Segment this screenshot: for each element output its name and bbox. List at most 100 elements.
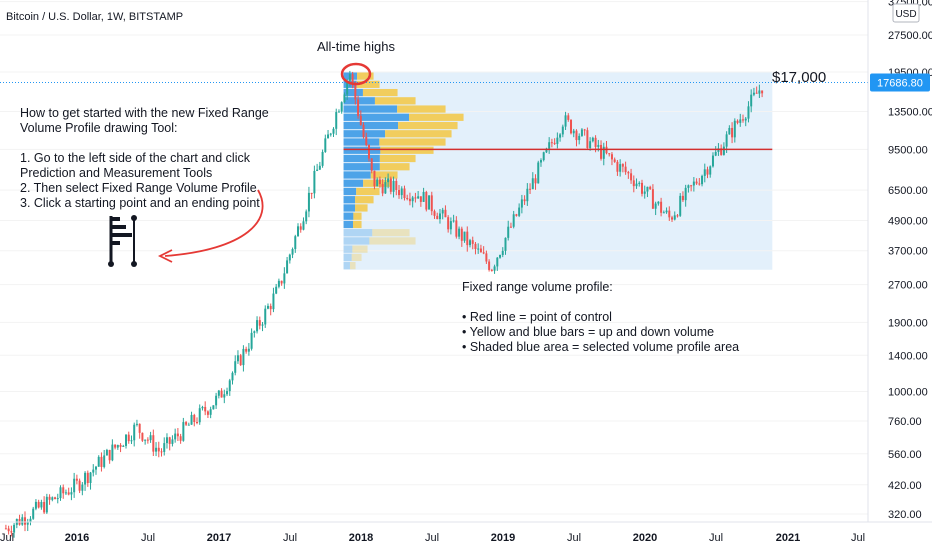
vp-up-bar [351,253,362,262]
legend-line [462,295,739,310]
candle-body [78,480,81,491]
candle-body [471,240,474,244]
candle-body [539,160,542,163]
time-axis[interactable]: Jul 2016 Jul 2017 Jul 2018 Jul 2019 Jul 2020 Jul 20… [0,521,932,544]
candle-body [531,178,534,190]
candle-body [591,137,594,142]
candle-body [97,456,100,467]
candle-body [288,254,291,261]
candle-body [621,164,624,167]
instruction-line: Prediction and Measurement Tools [20,166,213,180]
candle-body [209,409,212,415]
candle-body [59,487,62,499]
candle-body [482,252,485,254]
candle-body [165,437,168,444]
vp-up-bar [353,220,362,229]
candle-body [610,154,613,160]
candle-body [624,166,627,173]
chart-overlays [0,81,868,151]
y-tick-label: 1400.00 [888,350,928,362]
candle-body [340,102,343,112]
candle-body [253,331,256,333]
candle-body [7,528,10,532]
candle-body [556,137,559,144]
candle-body [485,253,488,262]
candle-body [100,456,103,467]
candle-body [220,390,223,398]
vp-up-bar [397,105,446,113]
candle-body [619,164,622,172]
candle-body [302,221,305,230]
candle-body [660,201,663,213]
candle-body [228,380,231,392]
vp-up-bar [357,72,374,80]
x-tick-label: 2020 [633,532,657,544]
candle-body [318,165,321,170]
candle-body [193,414,196,423]
y-tick-label: 560.00 [888,449,922,461]
candle-body [635,183,638,187]
candle-body [679,195,682,216]
x-tick-label: Jul [0,532,14,544]
candle-body [422,191,425,202]
y-tick-label: 320.00 [888,509,922,521]
candle-body [387,178,390,183]
volume-profile-bars [343,72,464,270]
candle-body [567,115,570,120]
candle-body [75,478,78,481]
candle-body [561,126,564,135]
vp-up-bar [398,121,458,130]
vp-up-bar [372,229,410,237]
candle-body [29,518,32,522]
y-tick-label: 420.00 [888,480,922,492]
candle-body [594,137,597,147]
candle-body [414,197,417,199]
candle-body [400,188,403,196]
candle-body [518,207,521,216]
candle-body [122,445,125,447]
x-tick-label: 2018 [349,532,373,544]
candle-body [695,181,698,184]
x-tick-label: Jul [141,532,155,544]
candle-body [56,498,59,500]
candle-body [499,254,502,258]
candle-body [155,447,158,452]
candle-body [460,228,463,241]
candle-body [321,151,324,166]
currency-box[interactable] [892,3,920,23]
candle-body [676,215,679,217]
candle-body [176,433,179,437]
candle-body [717,148,720,152]
candle-body [152,435,155,452]
candle-body [463,231,466,241]
candle-body [204,406,207,412]
candle-body [81,484,84,491]
x-tick-label: 2017 [207,532,231,544]
legend-line: • Shaded blue area = selected volume pro… [462,340,740,354]
candle-body [223,394,226,398]
y-tick-label: 1000.00 [888,386,928,398]
candle-body [215,395,218,406]
candle-body [376,179,379,187]
candle-body [632,180,635,187]
candle-body [550,142,553,144]
candle-body [728,127,731,135]
y-tick-label: 13500.00 [888,107,932,119]
x-tick-label: Jul [283,532,297,544]
candle-body [600,144,603,159]
price-axis[interactable]: 37500.0027500.0019500.0013500.009500.006… [867,0,932,522]
candle-body [45,496,48,513]
candle-body [37,501,40,508]
candle-body [4,528,7,530]
candle-body [171,439,174,444]
candle-body [127,434,130,442]
candle-body [479,248,482,253]
y-tick-label: 6500.00 [888,185,928,197]
candle-body [198,408,201,423]
candle-body [275,286,278,294]
candle-body [526,188,529,202]
candle-body [313,170,316,194]
candle-body [373,170,376,187]
candle-body [144,439,147,441]
